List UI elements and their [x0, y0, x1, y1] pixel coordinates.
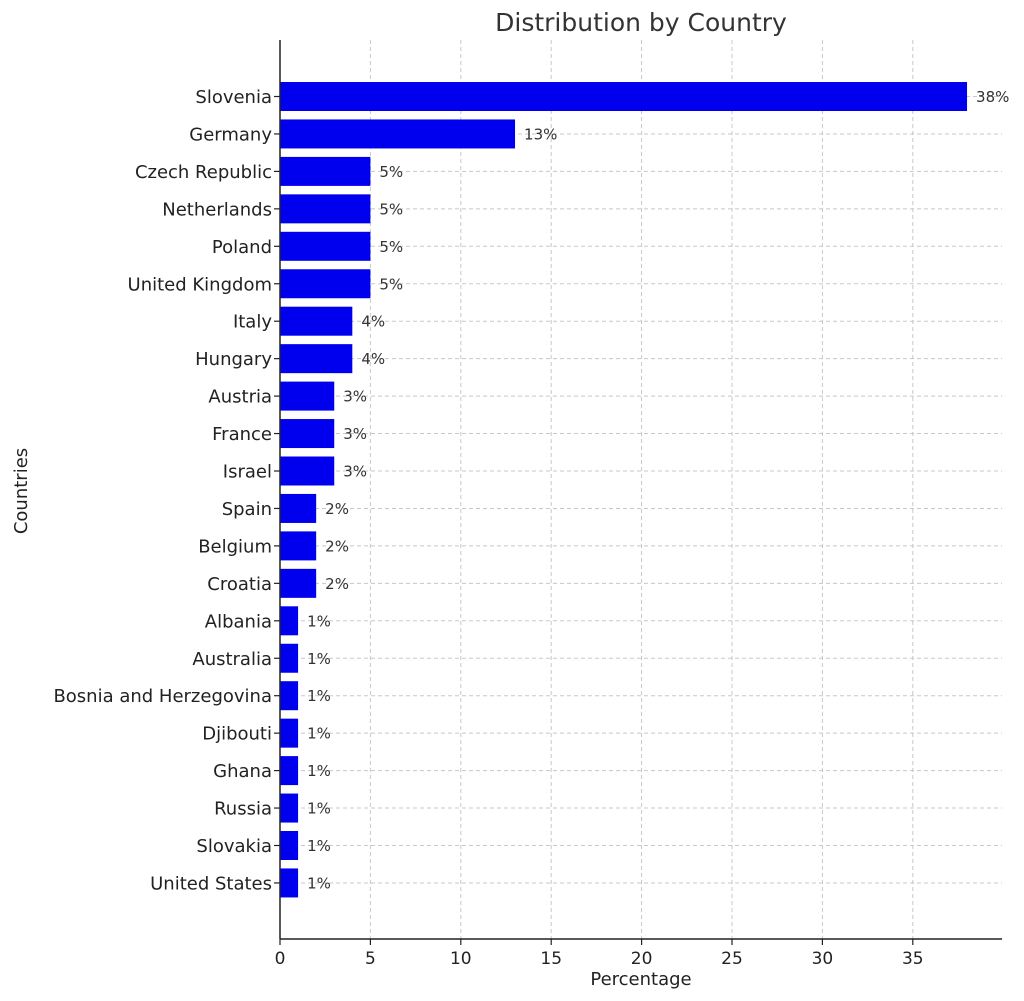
data-label: 5%: [379, 163, 403, 181]
data-label: 3%: [343, 463, 367, 481]
y-axis-title: Countries: [11, 448, 32, 534]
category-label: Poland: [212, 237, 272, 258]
chart-title: Distribution by Country: [495, 8, 787, 37]
bar: [280, 756, 299, 786]
category-label: Russia: [214, 799, 272, 820]
data-label: 2%: [325, 500, 349, 518]
x-tick-label: 20: [631, 949, 653, 969]
category-label: Albania: [205, 611, 272, 632]
x-tick-label: 0: [275, 949, 286, 969]
category-label: United States: [150, 873, 272, 894]
bar: [280, 831, 299, 860]
category-label: Israel: [223, 462, 272, 483]
category-label: France: [212, 424, 272, 445]
data-label: 1%: [307, 650, 331, 668]
x-tick-label: 5: [365, 949, 376, 969]
category-label: Slovenia: [195, 87, 272, 108]
bar: [280, 306, 353, 336]
bar: [280, 531, 317, 561]
category-label: Italy: [233, 312, 272, 333]
bar: [280, 793, 299, 823]
category-label: Netherlands: [162, 199, 272, 220]
category-label: Spain: [222, 499, 272, 520]
data-label: 1%: [307, 874, 331, 892]
data-label: 1%: [307, 800, 331, 818]
bar: [280, 231, 371, 261]
data-label: 1%: [307, 612, 331, 630]
category-label: Ghana: [213, 761, 272, 782]
bar: [280, 344, 353, 374]
data-label: 1%: [307, 687, 331, 705]
category-label: United Kingdom: [128, 274, 272, 295]
data-label: 4%: [361, 313, 385, 331]
category-label: Hungary: [195, 349, 272, 370]
category-label: Austria: [208, 387, 272, 408]
x-tick-label: 35: [902, 949, 924, 969]
grid-layer: [280, 40, 1002, 939]
data-label: 2%: [325, 537, 349, 555]
bar-layer: 38% 13% 5% 5% 5% 5% 4% 4% 3% 3% 3% 2% 2% 2% 1% 1% 1% 1% 1%…: [280, 82, 1009, 898]
category-label: Slovakia: [196, 836, 272, 857]
data-label: 3%: [343, 425, 367, 443]
bar: [280, 568, 317, 598]
data-label: 1%: [307, 725, 331, 743]
data-label: 38%: [976, 88, 1009, 106]
category-label: Czech Republic: [135, 162, 272, 183]
x-axis-title: Percentage: [590, 969, 691, 990]
data-label: 5%: [379, 200, 403, 218]
axis-layer: 0 5 10 15 20 25 30 35 Slovenia Germany Czech Repub…: [53, 40, 1002, 969]
data-label: 13%: [524, 125, 557, 143]
bar: [280, 456, 335, 486]
data-label: 1%: [307, 762, 331, 780]
bar: [280, 419, 335, 449]
category-label: Djibouti: [202, 724, 272, 745]
bar: [280, 82, 968, 111]
bar: [280, 156, 371, 186]
data-label: 3%: [343, 388, 367, 406]
category-label: Belgium: [198, 536, 272, 557]
bar: [280, 194, 371, 224]
category-label: Germany: [189, 124, 272, 145]
data-label: 4%: [361, 350, 385, 368]
x-tick-label: 10: [450, 949, 472, 969]
data-label: 1%: [307, 837, 331, 855]
bar: [280, 493, 317, 523]
x-tick-label: 30: [812, 949, 834, 969]
bar: [280, 718, 299, 748]
data-label: 2%: [325, 575, 349, 593]
bar: [280, 606, 299, 636]
bar: [280, 381, 335, 411]
x-tick-label: 25: [721, 949, 743, 969]
bar: [280, 119, 516, 149]
data-label: 5%: [379, 275, 403, 293]
bar: [280, 868, 299, 898]
data-label: 5%: [379, 238, 403, 256]
category-label: Bosnia and Herzegovina: [53, 686, 272, 707]
bar: [280, 643, 299, 673]
category-label: Australia: [192, 649, 272, 670]
bar: [280, 269, 371, 299]
x-tick-label: 15: [540, 949, 562, 969]
bar: [280, 681, 299, 711]
category-label: Croatia: [207, 574, 272, 595]
